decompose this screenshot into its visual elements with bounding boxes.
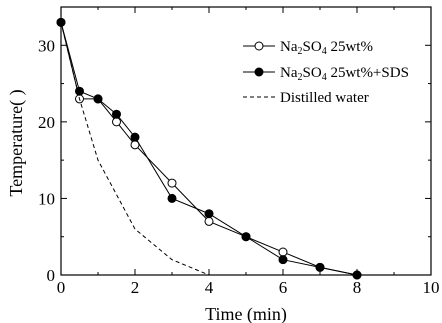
data-point: [204, 216, 214, 226]
series-line: [60, 22, 210, 276]
x-tick-label: 4: [205, 278, 214, 297]
series-line: [60, 22, 358, 276]
series-line: [60, 22, 358, 276]
legend-marker: [254, 67, 264, 77]
x-tick-label: 10: [423, 278, 440, 297]
x-axis-label: Time (min): [205, 304, 287, 323]
legend-item: Distilled water: [243, 90, 369, 106]
x-tick-label: 2: [131, 278, 140, 297]
x-tick-label: 6: [279, 278, 288, 297]
x-tick-label: 8: [353, 278, 362, 297]
y-tick-label: 20: [38, 113, 55, 132]
data-point: [93, 94, 103, 104]
data-point: [241, 232, 251, 242]
legend-label: Distilled water: [280, 90, 369, 106]
y-axis-label: Temperature( ): [6, 89, 27, 196]
y-tick-label: 30: [38, 36, 55, 55]
legend-label: Na2SO4 25wt%: [280, 39, 373, 57]
data-point: [112, 117, 121, 127]
series-layer: [56, 17, 362, 280]
data-point: [75, 86, 84, 96]
data-point: [167, 178, 177, 188]
series-2: [56, 17, 362, 280]
y-tick-label: 10: [38, 189, 55, 208]
legend-item: Na2SO4 25wt%+SDS: [243, 65, 409, 83]
axes: 0 2 4 6 8 10 0 10 20 30: [38, 6, 440, 297]
legend-item: Na2SO4 25wt%: [243, 39, 373, 57]
data-point: [204, 209, 214, 219]
data-point: [278, 255, 288, 265]
x-tick-label: 0: [57, 278, 66, 297]
data-point: [352, 270, 362, 280]
data-point: [112, 109, 121, 119]
series-1: [56, 17, 362, 280]
legend-marker: [254, 41, 264, 51]
y-tick-label: 0: [47, 266, 56, 285]
data-point: [130, 132, 140, 142]
legend-label: Na2SO4 25wt%+SDS: [280, 65, 409, 83]
data-point: [315, 262, 325, 272]
data-point: [167, 193, 177, 203]
data-point: [278, 247, 288, 257]
legend: Na2SO4 25wt% Na2SO4 25wt%+SDS Distilled wa…: [243, 39, 409, 106]
series-3: [60, 22, 210, 276]
